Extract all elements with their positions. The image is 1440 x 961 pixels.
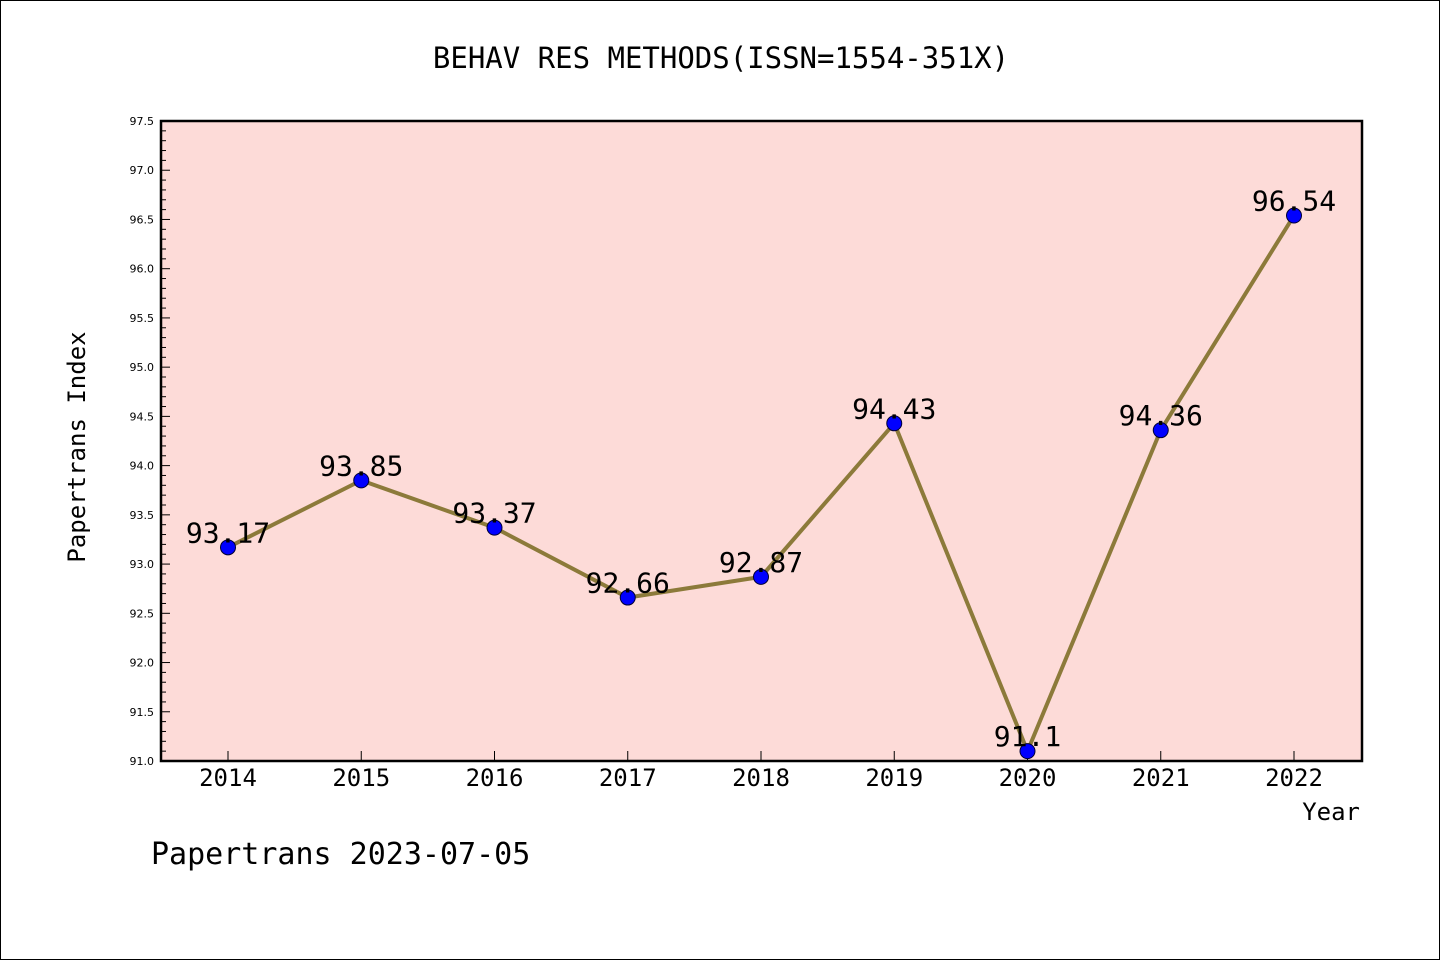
data-points — [220, 207, 1302, 760]
x-axis: 2014 2015 2016 2017 2018 2019 2020 2021 2022 — [199, 751, 1323, 792]
y-tick-label: 93.0 — [130, 558, 155, 571]
x-tick-label: 2020 — [999, 764, 1057, 792]
data-point — [353, 472, 370, 489]
data-label: 92.87 — [719, 546, 803, 579]
y-axis-label: Papertrans Index — [63, 331, 91, 562]
data-label: 96.54 — [1252, 185, 1336, 218]
data-point — [619, 589, 636, 606]
data-point — [486, 519, 503, 536]
data-point — [1019, 743, 1036, 760]
y-tick-label: 97.0 — [130, 164, 155, 177]
x-tick-label: 2022 — [1265, 764, 1323, 792]
x-tick-label: 2016 — [466, 764, 524, 792]
y-axis: 91.0 91.5 92.0 92.5 93.0 93.5 94.0 94.5 95.0 95.5… — [130, 115, 170, 768]
data-label: 93.37 — [452, 497, 536, 530]
x-tick-label: 2014 — [199, 764, 257, 792]
x-tick-label: 2018 — [732, 764, 790, 792]
y-tick-label: 93.5 — [130, 509, 155, 522]
y-tick-label: 97.5 — [130, 115, 155, 128]
x-tick-label: 2017 — [599, 764, 657, 792]
plot-area — [161, 121, 1362, 761]
y-tick-label: 91.0 — [130, 755, 155, 768]
x-tick-label: 2019 — [865, 764, 923, 792]
y-tick-label: 95.5 — [130, 312, 155, 325]
watermark-text: Papertrans 2023-07-05 — [151, 837, 530, 872]
y-tick-label: 94.5 — [130, 410, 155, 423]
plot-border — [159, 119, 1364, 763]
data-point — [1152, 422, 1169, 439]
chart-title: BEHAV RES METHODS(ISSN=1554-351X) — [433, 41, 1009, 75]
data-label: 92.66 — [586, 567, 670, 600]
y-tick-label: 91.5 — [130, 706, 155, 719]
data-label: 94.36 — [1119, 399, 1203, 432]
y-tick-label: 96.0 — [130, 263, 155, 276]
y-tick-label: 96.5 — [130, 213, 155, 226]
y-tick-label: 95.0 — [130, 361, 155, 374]
y-tick-label: 92.0 — [130, 657, 155, 670]
data-point — [886, 415, 903, 432]
data-label: 91.1 — [994, 720, 1061, 753]
data-point — [220, 539, 236, 556]
y-tick-label: 94.0 — [130, 460, 155, 473]
data-label: 93.85 — [319, 449, 403, 482]
data-label: 94.43 — [852, 392, 936, 425]
x-tick-label: 2015 — [332, 764, 390, 792]
data-point — [1286, 207, 1302, 224]
data-labels: 93.17 93.85 93.37 92.66 92.87 94.43 91.1 94.36 9… — [186, 185, 1336, 754]
x-tick-label: 2021 — [1132, 764, 1190, 792]
y-tick-label: 92.5 — [130, 607, 155, 620]
data-label: 93.17 — [186, 516, 270, 549]
data-point — [753, 568, 769, 585]
x-axis-label: Year — [1302, 798, 1360, 826]
